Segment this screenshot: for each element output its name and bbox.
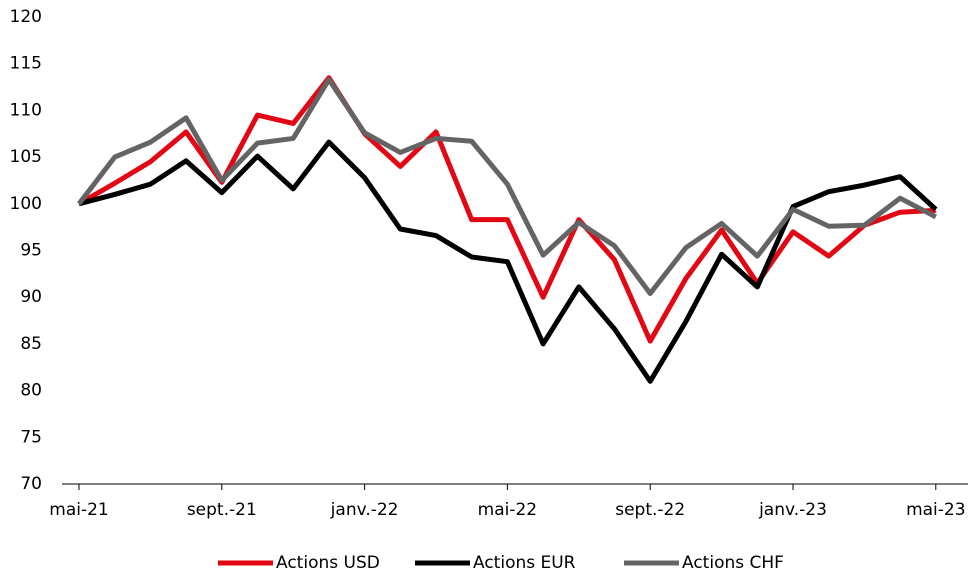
y-tick-label: 100 [10, 194, 42, 214]
series-line [77, 77, 937, 296]
x-tick-label: janv.-23 [758, 500, 827, 520]
x-tick-label: janv.-22 [330, 500, 399, 520]
y-tick-label: 105 [10, 147, 42, 167]
y-tick-label: 90 [20, 287, 42, 307]
y-tick-label: 120 [10, 7, 42, 27]
legend-label: Actions EUR [473, 553, 576, 573]
y-tick-label: 115 [10, 54, 42, 74]
x-tick-label: mai-21 [49, 500, 108, 520]
x-tick-label: sept.-22 [615, 500, 685, 520]
y-tick-label: 80 [20, 381, 42, 401]
y-tick-label: 75 [20, 427, 42, 447]
series-line [77, 75, 936, 344]
y-tick-label: 95 [20, 241, 42, 261]
x-tick-label: mai-22 [478, 500, 537, 520]
legend-label: Actions CHF [682, 553, 784, 573]
y-tick-label: 110 [10, 100, 42, 120]
legend-label: Actions USD [276, 553, 380, 573]
y-tick-label: 85 [20, 334, 42, 354]
x-tick-label: mai-23 [906, 500, 965, 520]
y-tick-label: 70 [20, 474, 42, 494]
x-tick-label: sept.-21 [187, 500, 257, 520]
series-line [78, 139, 938, 384]
